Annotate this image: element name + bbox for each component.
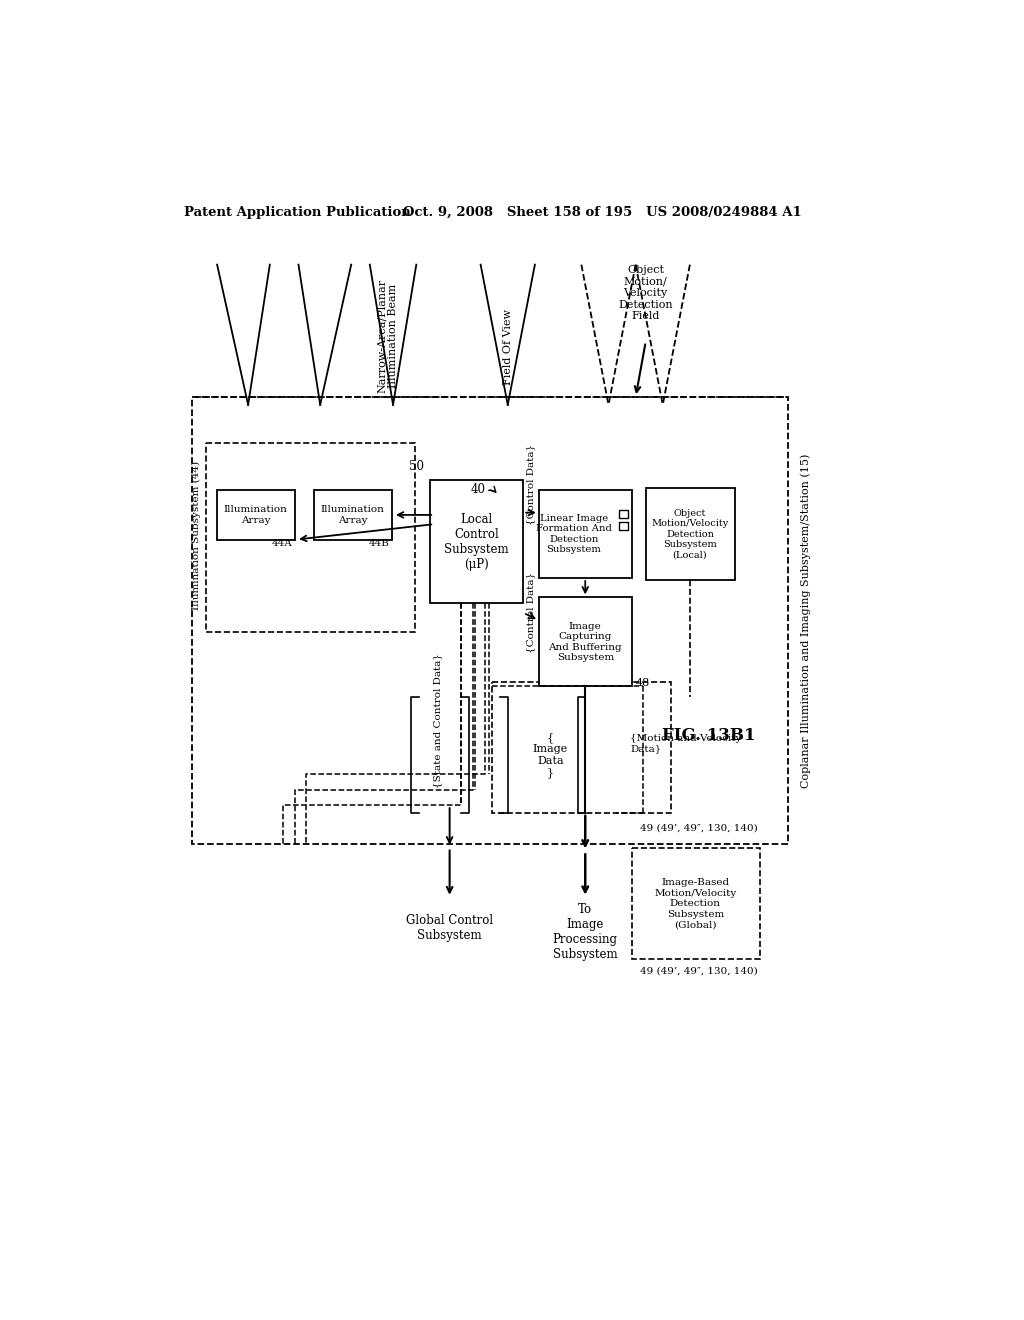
- Text: Local
Control
Subsystem
(μP): Local Control Subsystem (μP): [444, 513, 509, 570]
- Text: 44B: 44B: [369, 539, 389, 548]
- Bar: [620, 521, 628, 531]
- Text: Illumination
Array: Illumination Array: [224, 506, 288, 524]
- Bar: [620, 510, 628, 517]
- Bar: [217, 490, 295, 540]
- Bar: [493, 682, 671, 813]
- Text: {
Image
Data
}: { Image Data }: [532, 733, 568, 779]
- Text: {Control Data}: {Control Data}: [526, 572, 536, 653]
- Text: {Control Data}: {Control Data}: [526, 444, 536, 524]
- Text: Illumination Subsystem (44): Illumination Subsystem (44): [191, 461, 201, 610]
- Text: 50: 50: [409, 459, 424, 473]
- Text: Global Control
Subsystem: Global Control Subsystem: [407, 915, 494, 942]
- Bar: [314, 490, 391, 540]
- Text: Linear Image
Formation And
Detection
Subsystem: Linear Image Formation And Detection Sub…: [536, 513, 611, 554]
- Text: Oct. 9, 2008   Sheet 158 of 195   US 2008/0249884 A1: Oct. 9, 2008 Sheet 158 of 195 US 2008/02…: [403, 206, 802, 219]
- Text: 49 (49’, 49″, 130, 140): 49 (49’, 49″, 130, 140): [640, 824, 758, 833]
- Text: 48: 48: [636, 678, 650, 688]
- Text: To
Image
Processing
Subsystem: To Image Processing Subsystem: [553, 903, 617, 961]
- Text: FIG. 13B1: FIG. 13B1: [663, 727, 756, 744]
- Bar: [539, 597, 632, 686]
- Text: Coplanar Illumination and Imaging Subsystem/Station (15): Coplanar Illumination and Imaging Subsys…: [801, 453, 811, 788]
- Text: {State and Control Data}: {State and Control Data}: [433, 653, 442, 788]
- Text: Field Of View: Field Of View: [503, 309, 513, 385]
- Text: 40: 40: [471, 483, 486, 496]
- Text: Object
Motion/
Velocity
Detection
Field: Object Motion/ Velocity Detection Field: [618, 265, 673, 321]
- Text: Image-Based
Motion/Velocity
Detection
Subsystem
(Global): Image-Based Motion/Velocity Detection Su…: [654, 879, 736, 929]
- Text: 44A: 44A: [271, 539, 292, 548]
- Bar: [646, 488, 735, 581]
- Text: 49 (49’, 49″, 130, 140): 49 (49’, 49″, 130, 140): [640, 966, 758, 975]
- Bar: [206, 444, 415, 632]
- Bar: [632, 847, 760, 960]
- Text: Patent Application Publication: Patent Application Publication: [183, 206, 411, 219]
- Bar: [191, 397, 788, 843]
- Bar: [539, 490, 632, 578]
- Text: Illumination
Array: Illumination Array: [321, 506, 385, 524]
- Text: Narrow-Area/Planar
Illumination Beam: Narrow-Area/Planar Illumination Beam: [377, 279, 398, 392]
- Text: Object
Motion/Velocity
Detection
Subsystem
(Local): Object Motion/Velocity Detection Subsyst…: [651, 510, 728, 560]
- Text: Image
Capturing
And Buffering
Subsystem: Image Capturing And Buffering Subsystem: [549, 622, 622, 663]
- Text: {Motion and Velocity
Data}: {Motion and Velocity Data}: [630, 734, 741, 754]
- Bar: [430, 480, 523, 603]
